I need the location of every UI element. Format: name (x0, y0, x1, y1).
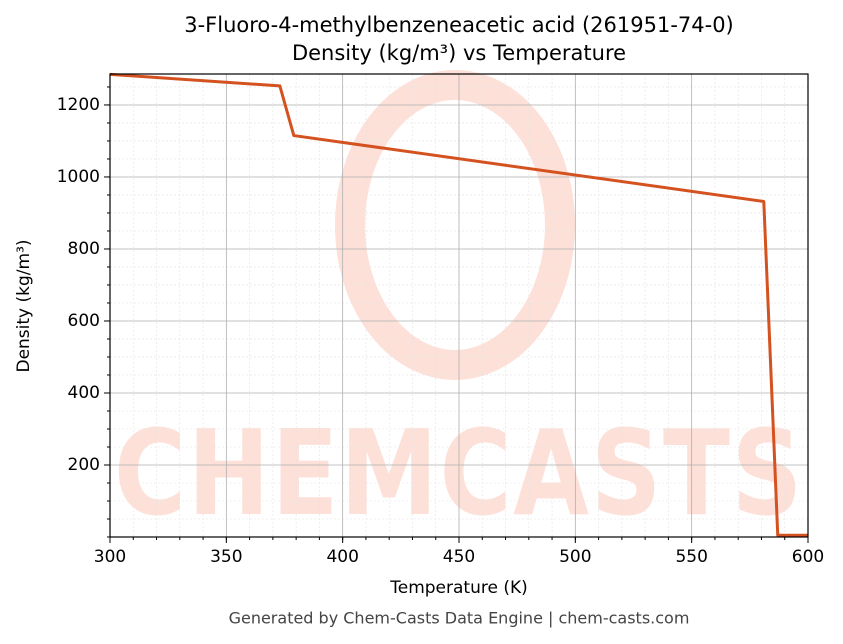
y-tick-label: 200 (68, 455, 100, 475)
plot-frame (109, 73, 809, 538)
x-tick-label: 300 (94, 547, 126, 567)
y-tick-label: 400 (68, 383, 100, 403)
footer: Generated by Chem-Casts Data Engine | ch… (229, 609, 690, 628)
data-line (109, 72, 808, 537)
y-tick-label: 1200 (57, 95, 100, 115)
x-tick-label: 500 (559, 547, 591, 567)
x-tick-label: 550 (675, 547, 707, 567)
x-tick-label: 400 (326, 547, 358, 567)
y-tick-label: 600 (68, 311, 100, 331)
chart-subtitle: Density (kg/m³) vs Temperature (292, 41, 626, 65)
y-tick-label: 800 (68, 239, 100, 259)
x-axis-label: Temperature (K) (389, 578, 528, 598)
watermark-ring (335, 70, 575, 380)
x-tick-label: 450 (443, 547, 475, 567)
y-tick-label: 1000 (57, 167, 100, 187)
x-tick-label: 600 (792, 547, 824, 567)
y-axis-label: Density (kg/m³) (14, 239, 34, 372)
x-tick-label: 350 (210, 547, 242, 567)
chart-title: 3-Fluoro-4-methylbenzeneacetic acid (261… (184, 13, 734, 37)
